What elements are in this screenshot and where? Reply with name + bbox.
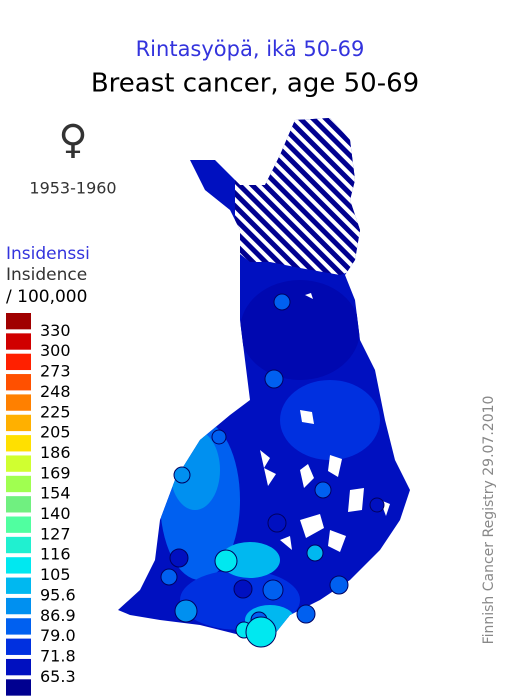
legend-swatch — [6, 394, 31, 411]
legend-label: 273 — [40, 362, 71, 381]
sex-symbol: ♀ — [58, 117, 87, 163]
legend-label: 105 — [40, 565, 71, 584]
legend-swatch — [6, 374, 31, 391]
legend-swatch — [6, 333, 31, 350]
legend-label: 169 — [40, 463, 71, 482]
legend-swatch — [6, 313, 31, 330]
title-en: Breast cancer, age 50-69 — [91, 69, 419, 99]
legend-swatch — [6, 679, 31, 696]
legend-label: 186 — [40, 443, 71, 462]
legend-label: 79.0 — [40, 626, 76, 645]
legend-label: 127 — [40, 524, 71, 543]
legend-swatch — [6, 658, 31, 676]
legend-swatch — [6, 516, 31, 533]
legend-label: 116 — [40, 545, 71, 564]
legend-label: 86.9 — [40, 606, 76, 625]
credit: Finnish Cancer Registry 29.07.2010 — [481, 396, 497, 645]
legend-swatch — [6, 414, 31, 432]
legend-swatch — [6, 475, 31, 493]
legend-label: 300 — [40, 341, 71, 360]
legend-swatch — [6, 455, 31, 472]
legend-label: 205 — [40, 423, 71, 442]
legend-swatch — [6, 536, 31, 554]
period: 1953-1960 — [29, 179, 116, 198]
legend-swatch — [6, 638, 31, 655]
legend-swatch — [6, 577, 31, 594]
legend-label: 65.3 — [40, 667, 76, 686]
legend-title-fi: Insidenssi — [6, 244, 90, 264]
legend-label: 71.8 — [40, 646, 76, 665]
legend-swatch — [6, 618, 31, 635]
municipality-markers — [160, 293, 385, 648]
legend-label: 330 — [40, 321, 71, 340]
legend-swatch — [6, 435, 31, 452]
legend-swatch — [6, 353, 31, 371]
legend-label: 95.6 — [40, 585, 76, 604]
legend-unit: / 100,000 — [6, 287, 87, 307]
legend-label: 248 — [40, 382, 71, 401]
title-fi: Rintasyöpä, ikä 50-69 — [136, 37, 365, 61]
legend-swatch — [6, 496, 31, 513]
legend-label: 225 — [40, 402, 71, 421]
legend-label: 154 — [40, 484, 71, 503]
legend-title-en: Insidence — [6, 265, 87, 285]
legend-swatch — [6, 597, 31, 615]
legend-swatch — [6, 557, 31, 574]
legend-label: 140 — [40, 504, 71, 523]
